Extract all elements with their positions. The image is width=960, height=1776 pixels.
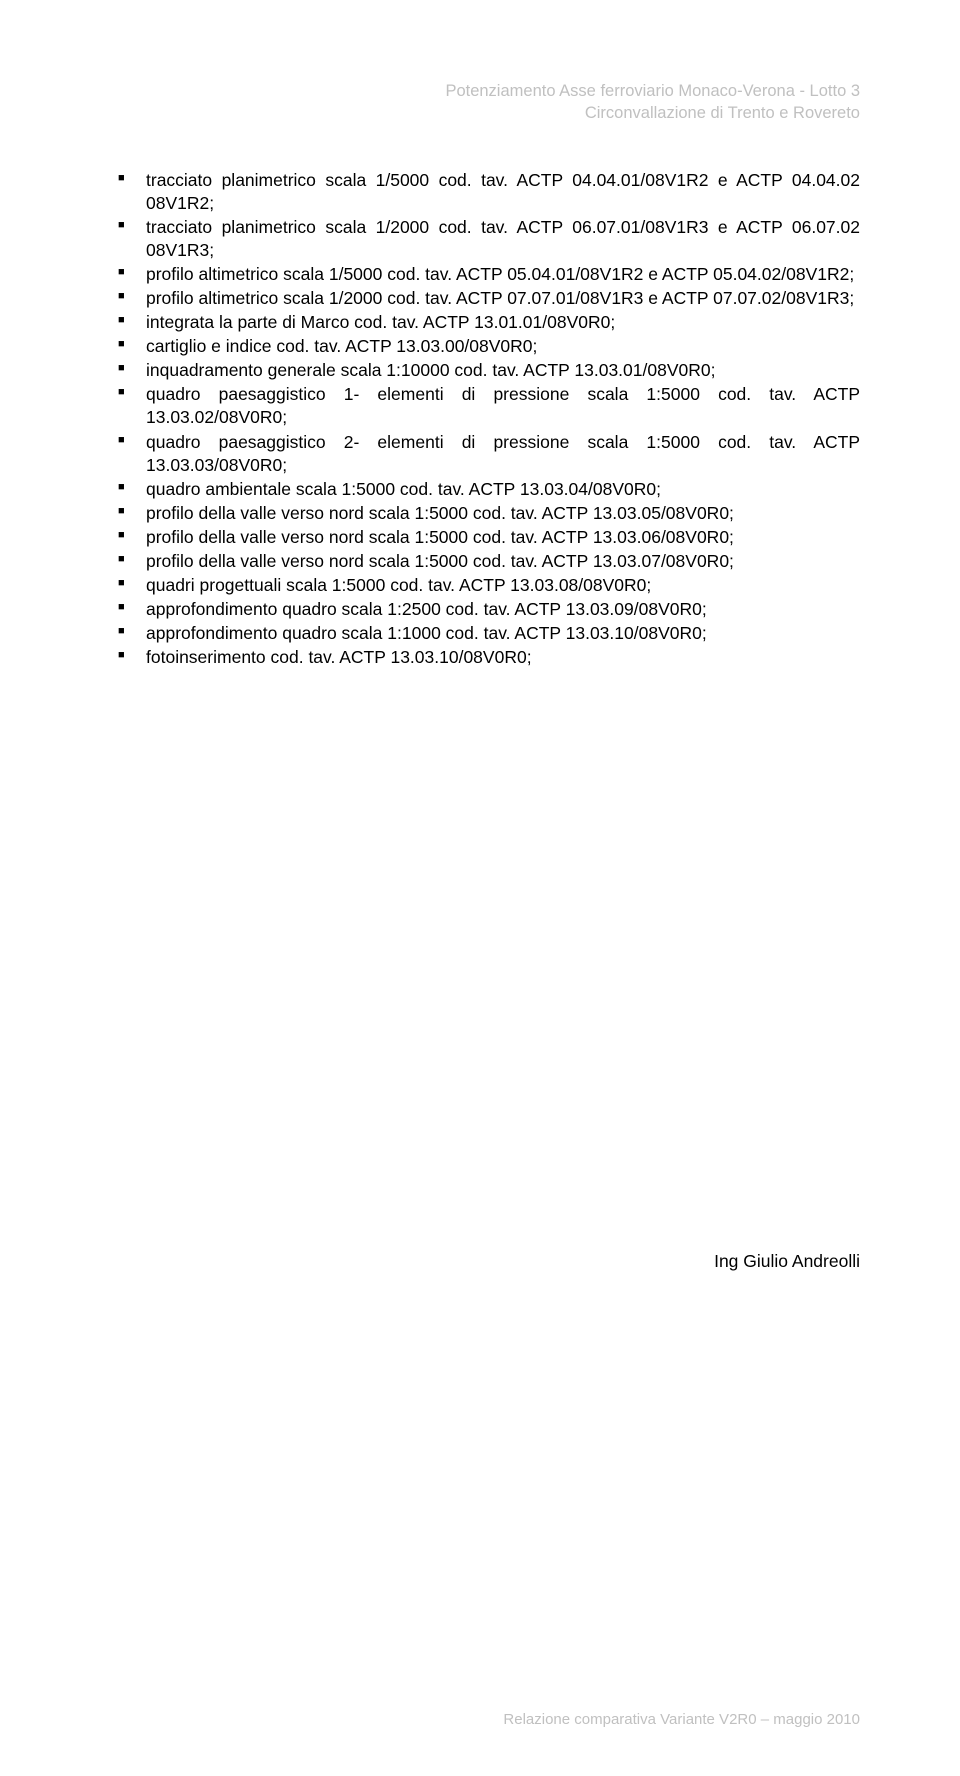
list-item: cartiglio e indice cod. tav. ACTP 13.03.… [118, 335, 860, 358]
list-item: quadri progettuali scala 1:5000 cod. tav… [118, 574, 860, 597]
list-item: quadro paesaggistico 2- elementi di pres… [118, 431, 860, 477]
header-line-2: Circonvallazione di Trento e Rovereto [118, 102, 860, 124]
list-item: profilo altimetrico scala 1/2000 cod. ta… [118, 287, 860, 310]
list-item: integrata la parte di Marco cod. tav. AC… [118, 311, 860, 334]
list-item: quadro ambientale scala 1:5000 cod. tav.… [118, 478, 860, 501]
page-header: Potenziamento Asse ferroviario Monaco-Ve… [118, 80, 860, 125]
document-page: Potenziamento Asse ferroviario Monaco-Ve… [0, 0, 960, 1776]
list-item: approfondimento quadro scala 1:2500 cod.… [118, 598, 860, 621]
list-item: quadro paesaggistico 1- elementi di pres… [118, 383, 860, 429]
list-item: approfondimento quadro scala 1:1000 cod.… [118, 622, 860, 645]
list-item: inquadramento generale scala 1:10000 cod… [118, 359, 860, 382]
signature-line: Ing Giulio Andreolli [118, 1250, 860, 1273]
list-item: tracciato planimetrico scala 1/5000 cod.… [118, 169, 860, 215]
list-item: profilo della valle verso nord scala 1:5… [118, 526, 860, 549]
list-item: profilo della valle verso nord scala 1:5… [118, 550, 860, 573]
list-item: tracciato planimetrico scala 1/2000 cod.… [118, 216, 860, 262]
list-item: fotoinserimento cod. tav. ACTP 13.03.10/… [118, 646, 860, 669]
page-footer: Relazione comparativa Variante V2R0 – ma… [503, 1711, 860, 1728]
bullet-list: tracciato planimetrico scala 1/5000 cod.… [118, 169, 860, 670]
header-line-1: Potenziamento Asse ferroviario Monaco-Ve… [118, 80, 860, 102]
list-item: profilo della valle verso nord scala 1:5… [118, 502, 860, 525]
document-body: tracciato planimetrico scala 1/5000 cod.… [118, 169, 860, 1273]
list-item: profilo altimetrico scala 1/5000 cod. ta… [118, 263, 860, 286]
